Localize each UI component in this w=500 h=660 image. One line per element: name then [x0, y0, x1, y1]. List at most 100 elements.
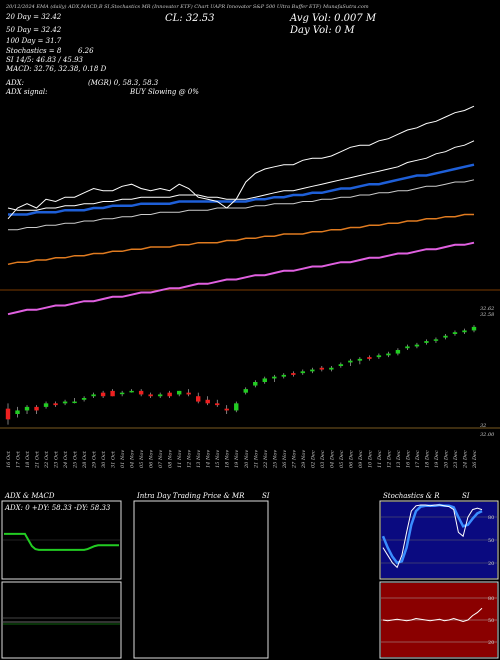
x-tick-label: 12 Nov — [187, 450, 193, 468]
ema100-line — [8, 179, 475, 231]
x-tick-label: 11 Dec — [377, 450, 383, 468]
candle-body — [205, 399, 210, 404]
ema20-line — [7, 140, 475, 211]
x-tick-label: 04 Nov — [130, 450, 136, 468]
x-tick-label: 19 Nov — [234, 450, 240, 468]
intraday-panel — [133, 500, 269, 659]
candle-body — [348, 360, 353, 363]
x-tick-label: 16 Dec — [405, 450, 411, 468]
x-tick-label: 20 Dec — [443, 450, 449, 469]
candle-body — [367, 357, 372, 359]
candle-body — [272, 376, 277, 379]
candle-body — [157, 394, 163, 397]
legend-stochastics-value: 6.26 — [78, 47, 94, 55]
candle-body — [148, 394, 153, 397]
candle-body — [34, 406, 39, 411]
candlesticks — [5, 325, 477, 425]
x-tick-label: 14 Nov — [206, 450, 212, 468]
x-tick-label: 21 Nov — [253, 450, 259, 469]
candle-body — [167, 392, 172, 397]
main-price-chart: 32.62 32.58 32 32.00 16 Oct 17 Oct 18 Oct 2… — [0, 105, 500, 469]
candle-body — [291, 373, 296, 375]
intraday-panel-si: SI — [262, 492, 270, 500]
x-tick-label: 06 Nov — [149, 450, 155, 468]
x-tick-label: 05 Dec — [339, 450, 345, 468]
x-tick-label: 30 Oct — [101, 450, 107, 468]
x-tick-label: 25 Nov — [272, 450, 278, 469]
ema200-line — [7, 213, 474, 266]
x-tick-label: 21 Oct — [35, 450, 41, 469]
candle-body — [224, 408, 229, 411]
x-tick-label: 25 Oct — [73, 450, 79, 469]
candle-body — [433, 339, 439, 341]
candle-body — [310, 369, 315, 372]
candle-body — [176, 390, 182, 395]
x-tick-label: 26 Nov — [282, 450, 288, 469]
candle-body — [357, 358, 363, 361]
x-tick-label: 24 Dec — [462, 450, 468, 469]
x-tick-label: 23 Oct — [54, 450, 60, 469]
x-tick-label: 26 Dec — [472, 450, 478, 469]
price-label-low1: 32 — [480, 423, 486, 429]
indicator-panels: ADX: 0 +DY: 58.33 -DY: 58.33 80 50 20 80… — [1, 500, 499, 659]
price-label-upper2: 32.58 — [480, 312, 494, 318]
long-ema-line — [7, 241, 475, 316]
candle-body — [329, 367, 334, 370]
rsi-tick-20: 20 — [488, 640, 494, 646]
candle-body — [110, 390, 115, 397]
x-tick-label: 11 Nov — [177, 450, 183, 468]
candle-body — [215, 403, 220, 406]
close-price: CL: 32.53 — [165, 13, 215, 24]
candle-body — [319, 367, 325, 370]
candle-body — [100, 392, 106, 397]
x-tick-label: 12 Dec — [386, 450, 392, 468]
candle-body — [43, 403, 49, 407]
stochastics-panel-si: SI — [462, 492, 470, 500]
candle-body — [462, 330, 467, 333]
adx-line — [4, 532, 119, 551]
rsi-tick-50: 50 — [488, 618, 494, 624]
candle-body — [281, 374, 286, 377]
x-tick-label: 24 Oct — [63, 450, 69, 469]
legend-adx: ADX: — [6, 79, 25, 87]
candle-body — [234, 403, 239, 411]
x-tick-label: 18 Dec — [424, 450, 430, 468]
candle-body — [196, 396, 201, 402]
stoch-tick-80: 80 — [488, 515, 494, 521]
legend-adx-values: (MGR) 0, 58.3, 58.3 — [88, 79, 159, 87]
adx-readout: ADX: 0 +DY: 58.33 -DY: 58.33 — [4, 504, 111, 512]
stoch-k-line — [382, 504, 483, 569]
avg-volume: Avg Vol: 0.007 M — [290, 13, 377, 24]
stochastics-panel-title: Stochastics & R — [383, 492, 440, 500]
candle-body — [443, 335, 448, 338]
legend-adx-signal: ADX signal: — [6, 88, 48, 96]
legend-ema50: 50 Day = 32.42 — [6, 26, 62, 34]
close-price-line — [7, 105, 475, 220]
x-tick-label: 02 Dec — [310, 450, 316, 468]
x-tick-label: 23 Dec — [453, 450, 459, 469]
candle-body — [395, 350, 401, 354]
candle-body — [72, 401, 77, 404]
candle-body — [129, 390, 134, 393]
candle-body — [24, 406, 30, 411]
candle-body — [186, 392, 191, 395]
candle-body — [405, 346, 410, 349]
x-tick-label: 17 Oct — [16, 450, 22, 468]
candle-body — [253, 382, 258, 386]
intraday-panel-title: Intra Day Trading Price & MR — [137, 492, 245, 500]
legend-ema20: 20 Day = 32.42 — [6, 13, 62, 21]
candle-body — [91, 394, 96, 397]
x-tick-label: 17 Dec — [415, 450, 421, 468]
candle-body — [424, 341, 429, 343]
x-tick-label: 29 Nov — [301, 450, 307, 469]
x-tick-label: 20 Nov — [244, 450, 250, 469]
stoch-tick-20: 20 — [488, 561, 494, 567]
rsi-line — [382, 607, 483, 623]
candle-body — [5, 408, 11, 420]
x-tick-label: 22 Oct — [44, 450, 50, 469]
candle-body — [338, 364, 344, 366]
legend-stochastics: Stochastics = 8 — [6, 47, 62, 55]
price-label-upper: 32.62 — [480, 306, 494, 312]
x-tick-label: 18 Nov — [225, 450, 231, 468]
stoch-tick-50: 50 — [488, 538, 494, 544]
